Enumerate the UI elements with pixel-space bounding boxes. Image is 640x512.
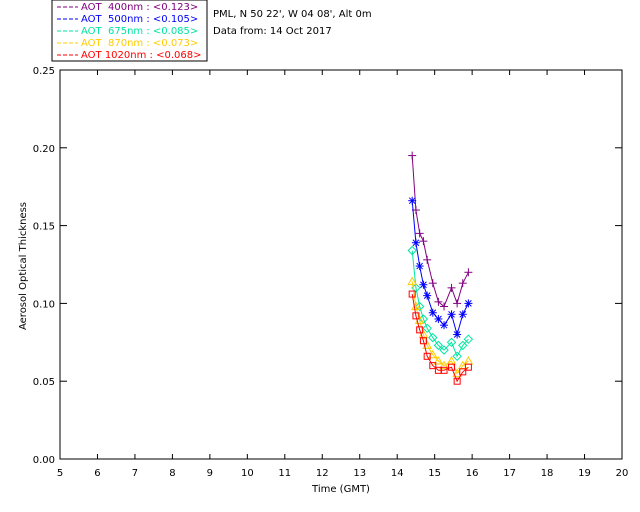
legend-label: AOT 870nm : <0.073> (81, 38, 198, 49)
data-point (428, 279, 437, 288)
plot-frame (59, 69, 623, 460)
data-point (434, 314, 443, 323)
data-point (433, 355, 444, 365)
series (408, 196, 473, 339)
x-tick-label: 17 (503, 468, 516, 479)
x-axis-title: Time (GMT) (311, 484, 370, 495)
y-tick-label: 0.20 (33, 144, 55, 155)
legend-item: AOT 1020nm : <0.068> (57, 50, 201, 61)
x-tick-label: 14 (391, 468, 404, 479)
data-point (463, 334, 474, 344)
site-info: PML, N 50 22', W 04 08', Alt 0m (213, 9, 372, 20)
data-point (419, 337, 427, 345)
data-point (453, 330, 462, 339)
legend-label: AOT 400nm : <0.123> (81, 2, 198, 13)
data-point (440, 302, 449, 311)
series-layer (407, 151, 474, 385)
data-point (453, 299, 462, 308)
data-point (415, 229, 424, 238)
data-point (429, 362, 437, 370)
data-point (414, 315, 425, 325)
data-point (447, 283, 456, 292)
data-point (452, 351, 462, 362)
data-point (412, 312, 420, 320)
data-point (458, 310, 467, 319)
data-point (415, 262, 424, 271)
legend: AOT 400nm : <0.123>AOT 500nm : <0.105>AO… (51, 0, 208, 62)
data-point (458, 279, 467, 288)
x-tick-label: 5 (57, 468, 63, 479)
data-point (459, 368, 467, 376)
series (408, 151, 473, 311)
y-axis-title: Aerosol Optical Thickness (18, 202, 29, 330)
series-line (411, 155, 469, 308)
data-point (407, 245, 417, 256)
data-point (423, 291, 432, 300)
data-point (423, 255, 432, 264)
x-tick-label: 16 (466, 468, 479, 479)
y-tick-label: 0.15 (33, 222, 55, 233)
data-point (440, 366, 448, 374)
data-point (434, 297, 443, 306)
data-point (416, 326, 424, 334)
legend-label: AOT 675nm : <0.085> (81, 26, 198, 37)
data-point (408, 196, 417, 205)
x-tick-label: 11 (278, 468, 291, 479)
data-point (428, 332, 438, 343)
y-tick-label: 0.10 (33, 299, 55, 310)
data-point (452, 368, 463, 377)
data-point (439, 360, 449, 370)
data-point (411, 238, 420, 247)
x-tick-label: 12 (316, 468, 329, 479)
data-point (408, 290, 416, 298)
y-tick-label: 0.00 (33, 455, 55, 466)
data-point (464, 268, 473, 277)
x-tick-label: 13 (353, 468, 366, 479)
data-point (448, 363, 456, 371)
data-point (464, 299, 473, 308)
legend-label: AOT 500nm : <0.105> (81, 14, 198, 25)
data-point (419, 280, 428, 289)
legend-item: AOT 675nm : <0.085> (57, 26, 198, 37)
x-tick-label: 10 (241, 468, 254, 479)
x-tick-label: 19 (578, 468, 591, 479)
data-point (453, 377, 461, 385)
data-point (422, 323, 432, 334)
x-axis: 5 6 7 8 9 10 11 12 13 14 15 16 17 18 19 20 (57, 70, 629, 479)
x-tick-label: 20 (616, 468, 629, 479)
data-point (408, 151, 417, 160)
data-point (440, 321, 449, 330)
x-tick-label: 6 (94, 468, 100, 479)
data-point (423, 352, 431, 360)
date-info: Data from: 14 Oct 2017 (213, 26, 332, 37)
data-point (433, 340, 444, 351)
data-point (427, 349, 438, 359)
y-tick-label: 0.25 (33, 66, 55, 77)
x-tick-label: 7 (132, 468, 138, 479)
data-point (428, 308, 437, 317)
legend-item: AOT 400nm : <0.123> (57, 2, 198, 13)
x-tick-label: 15 (428, 468, 441, 479)
data-point (446, 337, 457, 348)
data-point (419, 237, 428, 246)
data-point (458, 340, 468, 351)
data-point (439, 345, 449, 355)
data-point (422, 340, 433, 349)
legend-item: AOT 500nm : <0.105> (57, 14, 198, 25)
data-point (447, 310, 456, 319)
series (408, 290, 472, 385)
x-tick-label: 9 (207, 468, 213, 479)
y-axis: 0.00 0.05 0.10 0.15 0.20 0.25 (33, 66, 622, 466)
data-point (464, 363, 472, 371)
x-tick-label: 18 (541, 468, 554, 479)
y-tick-label: 0.05 (33, 377, 55, 388)
legend-item: AOT 870nm : <0.073> (57, 38, 198, 49)
x-tick-label: 8 (169, 468, 175, 479)
data-point (407, 276, 418, 286)
legend-label: AOT 1020nm : <0.068> (81, 50, 201, 61)
